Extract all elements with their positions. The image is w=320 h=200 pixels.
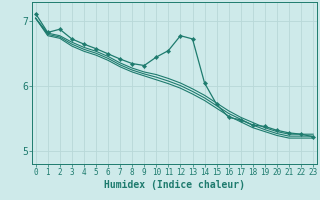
X-axis label: Humidex (Indice chaleur): Humidex (Indice chaleur): [104, 180, 245, 190]
